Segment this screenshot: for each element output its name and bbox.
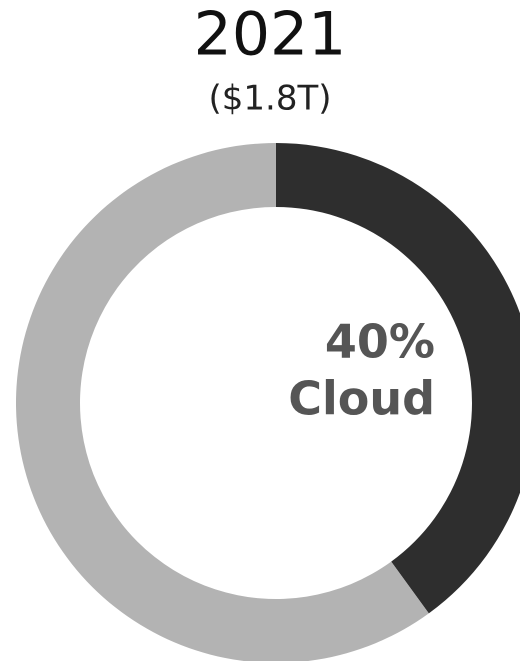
donut-segment — [16, 143, 429, 661]
chart-subtitle: ($1.8T) — [208, 79, 331, 119]
donut-segment — [276, 143, 520, 614]
value-label: 40% — [325, 315, 435, 369]
chart-title: 2021 — [194, 0, 347, 70]
category-label: Cloud — [288, 372, 435, 426]
